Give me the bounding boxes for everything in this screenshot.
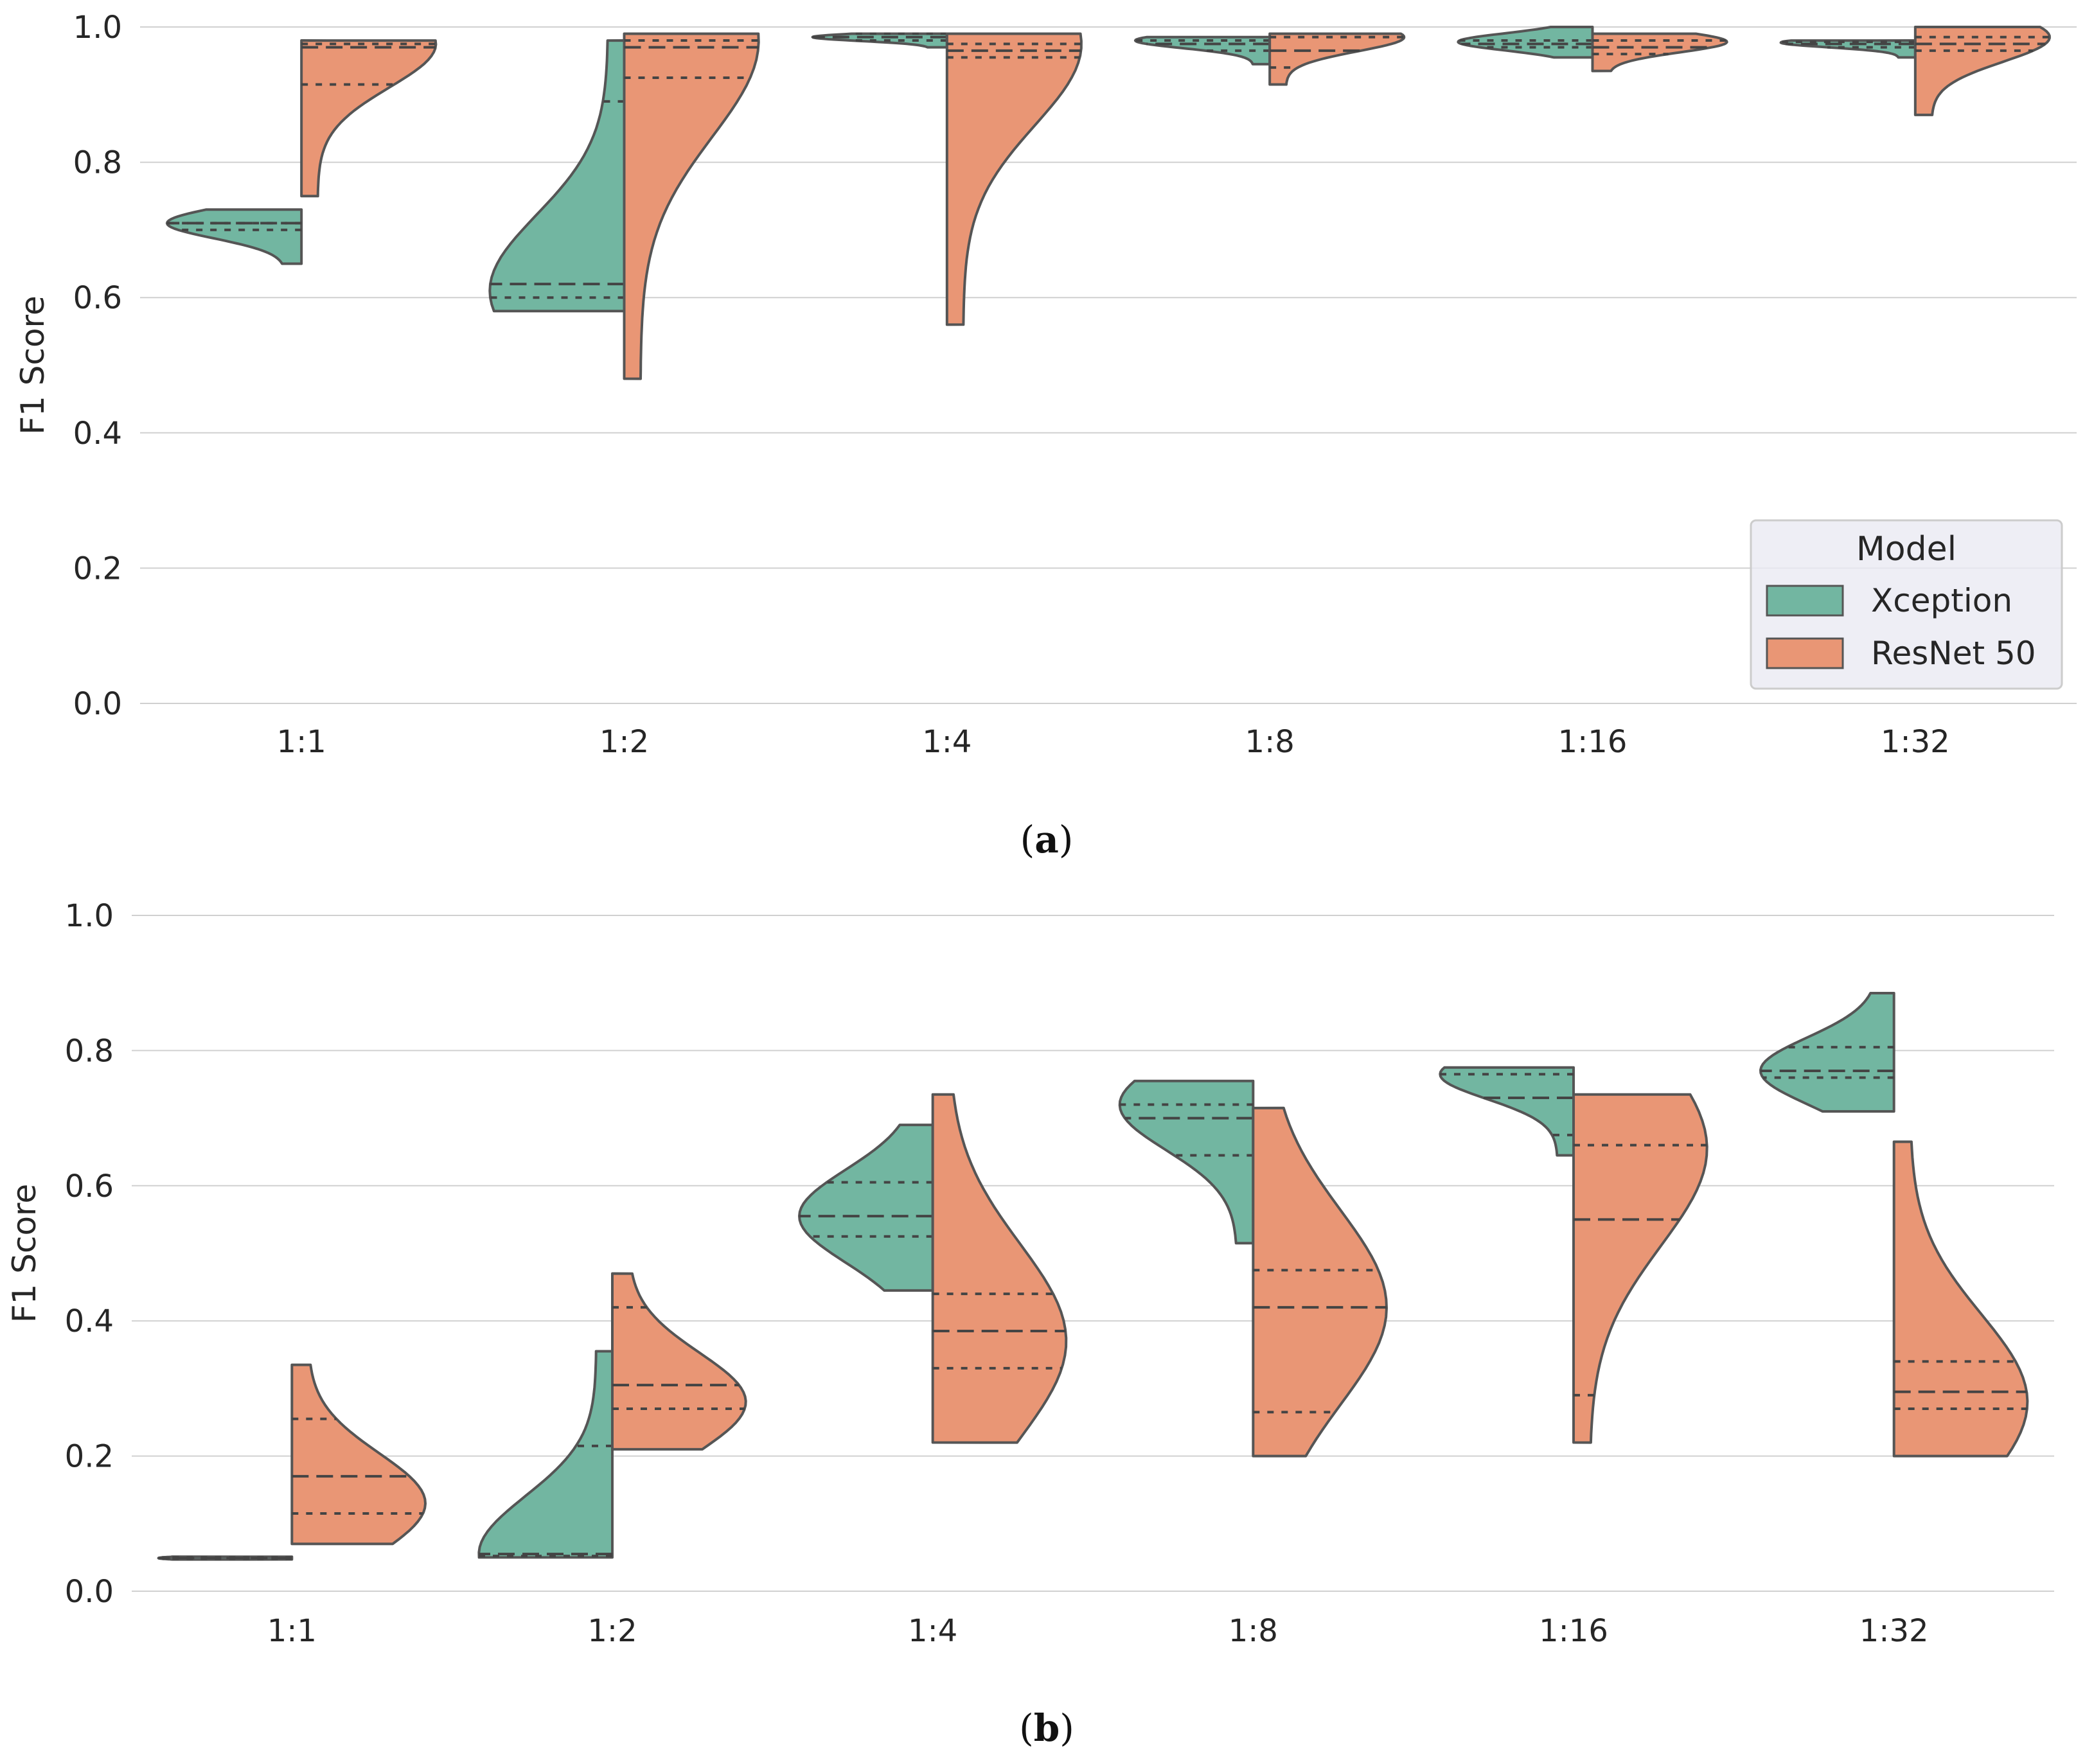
x-tick-label: 1:8 (1245, 724, 1295, 760)
legend-label-resnet50: ResNet 50 (1871, 635, 2036, 672)
violin-resnet-50-1-4 (931, 1093, 1068, 1444)
x-tick-label: 1:1 (277, 724, 326, 760)
violin-resnet-50-1-4 (945, 32, 1083, 326)
panel-b-gridlines (132, 915, 2054, 1592)
violin-resnet-50-1-16 (1591, 32, 1728, 73)
panel-a-violins (165, 26, 2051, 380)
violin-xception-1-4 (798, 1124, 934, 1292)
violin-resnet-50-1-8 (1252, 1106, 1388, 1458)
x-tick-label: 1:4 (922, 724, 972, 760)
legend: Model Xception ResNet 50 (1750, 519, 2063, 690)
y-tick-label: 0.6 (65, 1169, 114, 1204)
y-tick-label: 1.0 (73, 10, 122, 46)
violin-resnet-50-1-16 (1572, 1093, 1708, 1444)
violin-resnet-50-1-1 (300, 39, 438, 198)
y-tick-label: 0.4 (73, 416, 122, 452)
panel-b-caption: (b) (1019, 1706, 1074, 1750)
violin-resnet-50-1-32 (1913, 26, 2051, 116)
legend-swatch-resnet50 (1766, 637, 1844, 669)
panel-b-violin-plot: 0.0 0.2 0.4 0.6 0.8 1.0 1:1 1:2 1:4 1:8 … (6, 898, 2054, 1750)
violin-xception-1-2 (488, 39, 626, 313)
violin-resnet-50-1-1 (290, 1363, 427, 1546)
y-tick-label: 0.8 (65, 1033, 114, 1069)
y-tick-label: 0.4 (65, 1303, 114, 1339)
x-tick-label: 1:32 (1881, 724, 1950, 760)
panel-b-y-tick-labels: 0.0 0.2 0.4 0.6 0.8 1.0 (65, 898, 114, 1610)
violin-xception-1-16 (1457, 26, 1594, 59)
y-axis-label: F1 Score (6, 1184, 43, 1323)
panel-a-x-tick-labels: 1:1 1:2 1:4 1:8 1:16 1:32 (277, 724, 1950, 760)
panel-b-violins (157, 991, 2029, 1561)
panel-a-gridlines (140, 26, 2077, 704)
legend-title: Model (1856, 530, 1956, 569)
panel-b-x-tick-labels: 1:1 1:2 1:4 1:8 1:16 1:32 (267, 1613, 1929, 1649)
x-tick-label: 1:16 (1539, 1613, 1608, 1649)
violin-resnet-50-1-2 (611, 1272, 747, 1451)
violin-xception-1-32 (1759, 991, 1895, 1113)
y-tick-label: 1.0 (65, 898, 114, 934)
panel-a-violin-plot: 0.0 0.2 0.4 0.6 0.8 1.0 1:1 1:2 1:4 1:8 … (14, 10, 2077, 861)
x-tick-label: 1:8 (1229, 1613, 1278, 1649)
x-tick-label: 1:4 (908, 1613, 957, 1649)
y-tick-label: 0.8 (73, 145, 122, 181)
violin-xception-1-16 (1439, 1066, 1575, 1157)
x-tick-label: 1:1 (267, 1613, 317, 1649)
x-tick-label: 1:16 (1558, 724, 1628, 760)
y-tick-label: 0.2 (73, 551, 122, 587)
y-tick-label: 0.0 (65, 1574, 114, 1610)
x-tick-label: 1:2 (587, 1613, 637, 1649)
x-tick-label: 1:32 (1859, 1613, 1929, 1649)
panel-a-y-tick-labels: 0.0 0.2 0.4 0.6 0.8 1.0 (73, 10, 122, 722)
panel-a-letter: a (1034, 818, 1059, 861)
violin-resnet-50-1-8 (1268, 32, 1406, 86)
violin-xception-1-8 (1118, 1079, 1255, 1245)
panel-b-letter: b (1034, 1706, 1060, 1750)
legend-label-xception: Xception (1871, 582, 2012, 619)
violin-xception-1-2 (477, 1350, 614, 1559)
y-tick-label: 0.0 (73, 686, 122, 722)
violin-xception-1-1 (165, 208, 303, 265)
panel-a-caption: (a) (1020, 818, 1074, 861)
violin-resnet-50-1-2 (623, 32, 760, 380)
y-tick-label: 0.6 (73, 280, 122, 316)
legend-swatch-xception (1766, 585, 1844, 617)
violin-resnet-50-1-32 (1892, 1140, 2029, 1458)
x-tick-label: 1:2 (599, 724, 649, 760)
y-axis-label: F1 Score (14, 295, 51, 435)
y-tick-label: 0.2 (65, 1439, 114, 1475)
